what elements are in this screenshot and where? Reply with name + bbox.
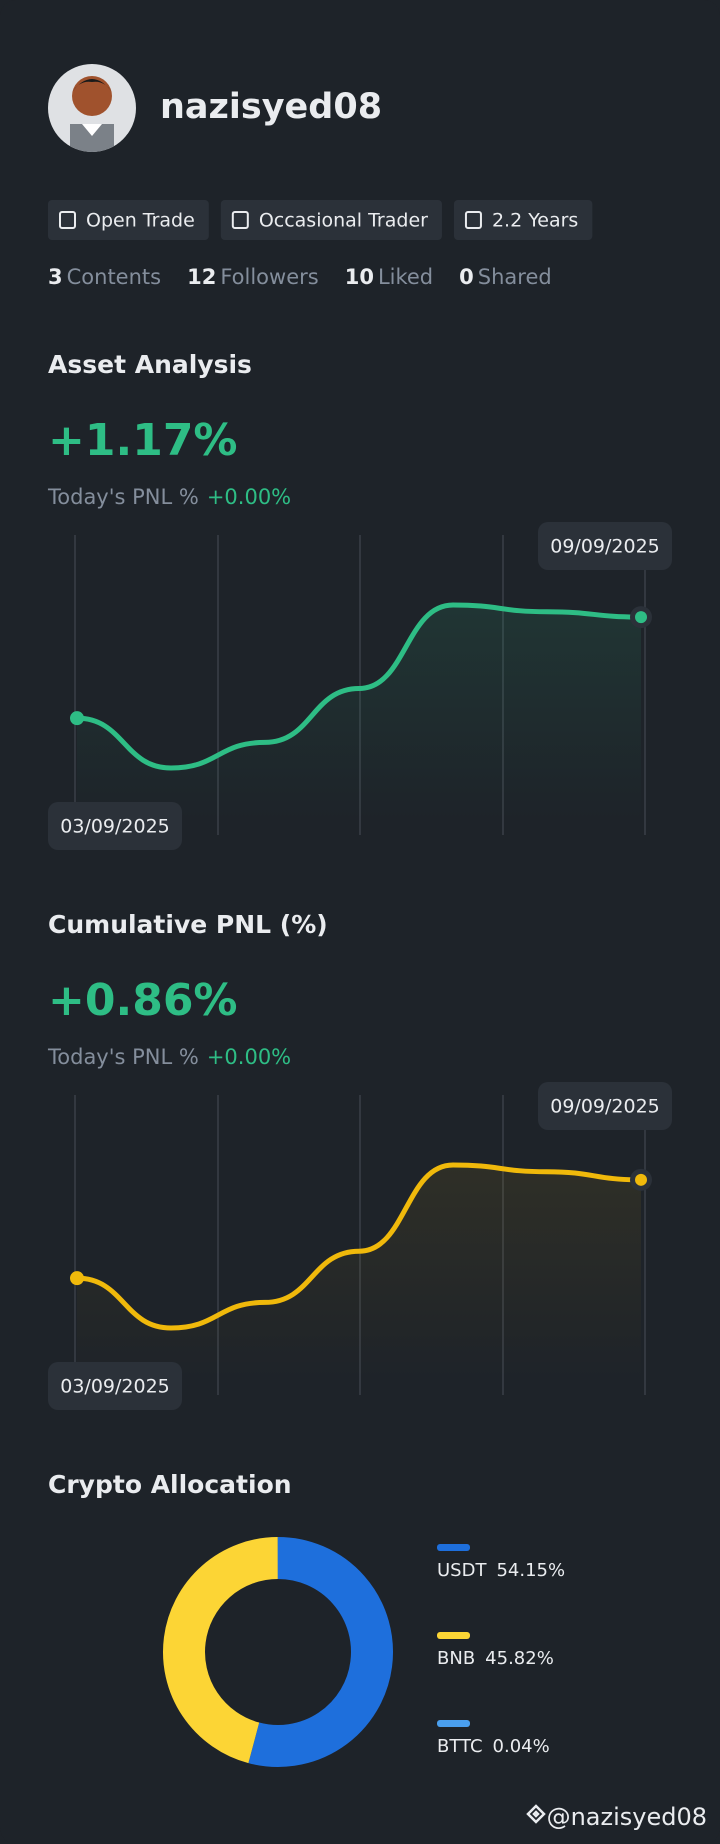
pnl-label: Today's PNL % xyxy=(47,1045,199,1069)
stat-value: 0 xyxy=(459,265,474,289)
donut-slice xyxy=(163,1537,279,1764)
legend-swatch xyxy=(437,1632,470,1639)
watermark-text: @nazisyed08 xyxy=(547,1803,707,1831)
legend-entry: BTTC 0.04% xyxy=(437,1736,550,1757)
line-area xyxy=(77,605,641,820)
badge: Open Trade xyxy=(48,200,209,240)
stats: 3 Contents 12 Followers 10 Liked 0 Shared xyxy=(48,265,552,289)
legend-entry: USDT 54.15% xyxy=(437,1560,565,1581)
legend-value: 0.04% xyxy=(493,1736,550,1757)
stat-label: Liked xyxy=(378,265,433,289)
pnl-label: Today's PNL % xyxy=(47,485,199,509)
chart: Cumulative PNL (%) +0.86% Today's PNL % +0.… xyxy=(47,910,672,1410)
badge-label: Occasional Trader xyxy=(259,210,428,232)
donut-slice xyxy=(248,1537,393,1767)
badge-icon xyxy=(464,211,482,229)
section-title: Cumulative PNL (%) xyxy=(48,910,328,939)
badge-box xyxy=(220,200,442,240)
badge-label: Open Trade xyxy=(86,210,195,232)
stat-value: 3 xyxy=(48,265,63,289)
badge-icon xyxy=(231,211,249,229)
badge-box xyxy=(48,200,209,240)
pnl-value: +0.00% xyxy=(207,1045,291,1069)
username: nazisyed08 xyxy=(160,87,382,127)
pnl-value: +0.00% xyxy=(207,485,291,509)
legend-swatch xyxy=(437,1720,470,1727)
section-title: Crypto Allocation xyxy=(48,1470,292,1499)
start-point xyxy=(70,1271,84,1286)
line xyxy=(74,1162,644,1331)
date-box xyxy=(48,1362,182,1410)
legend-value: 45.82% xyxy=(485,1648,554,1669)
badge-label: 2.2 Years xyxy=(492,210,578,232)
start-point xyxy=(70,711,84,726)
date-box xyxy=(48,802,182,850)
end-date: 09/09/2025 xyxy=(550,1096,660,1118)
stat-label: Followers xyxy=(220,265,318,289)
avatar[interactable] xyxy=(48,64,136,154)
date-box xyxy=(538,1082,672,1130)
headline: +0.86% xyxy=(48,975,238,1026)
legend-name: USDT xyxy=(437,1560,487,1581)
legend-entry: BNB 45.82% xyxy=(437,1648,554,1669)
stat-label: Contents xyxy=(67,265,161,289)
start-date: 03/09/2025 xyxy=(60,816,170,838)
legend-value: 54.15% xyxy=(496,1560,565,1581)
charts: Asset Analysis +1.17% Today's PNL % +0.00% 0… xyxy=(47,350,672,1410)
date-box xyxy=(538,522,672,570)
section-title: Asset Analysis xyxy=(48,350,252,379)
end-date: 09/09/2025 xyxy=(550,536,660,558)
legend-swatch xyxy=(437,1544,470,1551)
headline: +1.17% xyxy=(48,415,238,466)
stat-value: 10 xyxy=(345,265,374,289)
end-point xyxy=(635,1173,647,1186)
pnl-row: Today's PNL % +0.00% xyxy=(47,485,291,509)
line xyxy=(74,602,644,771)
line-area xyxy=(77,1165,641,1380)
badge-icon xyxy=(59,211,76,229)
badge: 2.2 Years xyxy=(453,200,593,240)
badge-box xyxy=(453,200,593,240)
chart: Asset Analysis +1.17% Today's PNL % +0.00% 0… xyxy=(47,350,672,850)
start-date: 03/09/2025 xyxy=(60,1376,170,1398)
stat-value: 12 xyxy=(187,265,216,289)
watermark: @nazisyed08 xyxy=(526,1803,707,1831)
donut-chart: USDT 54.15% BNB 45.82% BTTC 0.04% xyxy=(163,1536,565,1767)
legend-name: BNB xyxy=(437,1648,475,1669)
pnl-row: Today's PNL % +0.00% xyxy=(47,1045,291,1069)
stat-label: Shared xyxy=(478,265,552,289)
badge: Occasional Trader xyxy=(220,200,442,240)
badges: Open Trade Occasional Trader 2.2 Years xyxy=(48,200,593,240)
legend-name: BTTC xyxy=(437,1736,483,1757)
end-point xyxy=(635,611,647,624)
